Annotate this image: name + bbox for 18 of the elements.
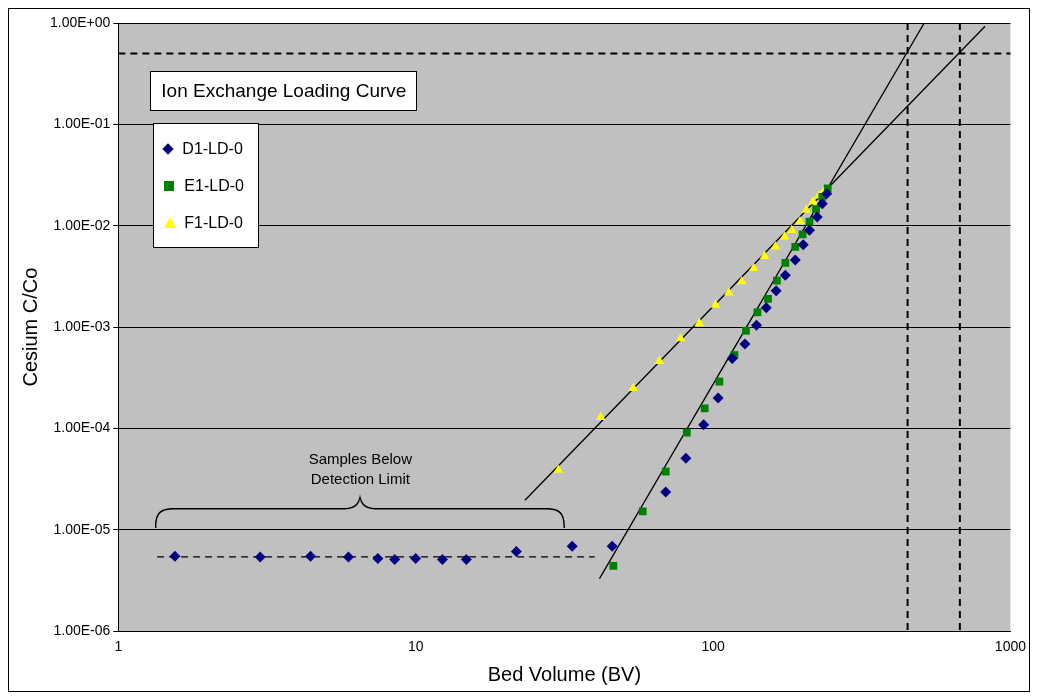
legend-label: E1-LD-0 — [184, 176, 244, 195]
y-tick-label: 1.00E-04 — [53, 419, 111, 436]
x-tick-label: 1 — [114, 638, 123, 655]
y-tick-label: 1.00E+00 — [49, 13, 111, 30]
y-tick-label: 1.00E-06 — [53, 622, 111, 639]
legend-label: D1-LD-0 — [182, 139, 243, 158]
legend-label: F1-LD-0 — [184, 213, 244, 232]
annotation: Samples Below Detection Limit — [307, 449, 413, 490]
x-tick-label: 100 — [701, 638, 725, 655]
x-axis-title: Bed Volume (BV) — [487, 662, 642, 685]
y-tick-label: 1.00E-02 — [53, 216, 111, 233]
text: Ion Exchange Loading Curve — [150, 71, 418, 111]
x-tick-label: 1000 — [994, 638, 1027, 655]
y-tick-label: 1.00E-03 — [53, 317, 111, 334]
y-axis-title: Cesium C/Co — [18, 267, 41, 387]
y-tick-label: 1.00E-05 — [53, 520, 111, 537]
x-tick-label: 10 — [407, 638, 424, 655]
y-tick-label: 1.00E-01 — [53, 115, 111, 132]
